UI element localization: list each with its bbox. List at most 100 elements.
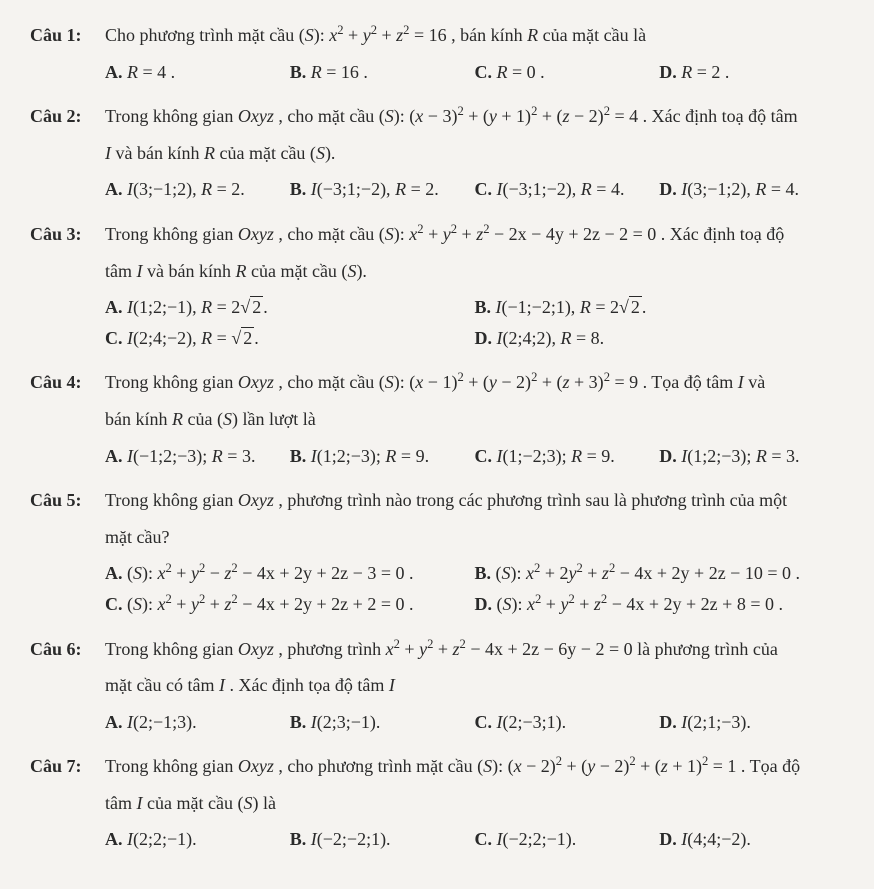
choice: C. R = 0 . xyxy=(475,57,660,88)
choice-text: R = 2 . xyxy=(681,62,729,82)
choice-label: C. xyxy=(475,712,497,732)
choices: A. (S): x2 + y2 − z2 − 4x + 2y + 2z − 3 … xyxy=(105,558,844,619)
question: Câu 4:Trong không gian Oxyz , cho mặt cầ… xyxy=(30,367,844,471)
question-header: Câu 2:Trong không gian Oxyz , cho mặt cầ… xyxy=(30,101,844,205)
choice: A. (S): x2 + y2 − z2 − 4x + 2y + 2z − 3 … xyxy=(105,558,475,589)
choice: C. I(−2;2;−1). xyxy=(475,824,660,855)
choices: A. I(−1;2;−3); R = 3.B. I(1;2;−3); R = 9… xyxy=(105,441,844,472)
question-header: Câu 1:Cho phương trình mặt cầu (S): x2 +… xyxy=(30,20,844,87)
choice-text: I(2;2;−1). xyxy=(127,829,197,849)
question-text-line: Trong không gian Oxyz , phương trình nào… xyxy=(105,485,844,516)
choice: D. (S): x2 + y2 + z2 − 4x + 2y + 2z + 8 … xyxy=(475,589,845,620)
choices: A. I(2;2;−1).B. I(−2;−2;1).C. I(−2;2;−1)… xyxy=(105,824,844,855)
question-label: Câu 5: xyxy=(30,485,105,516)
question: Câu 1:Cho phương trình mặt cầu (S): x2 +… xyxy=(30,20,844,87)
choice-text: I(1;2;−3); R = 9. xyxy=(311,446,429,466)
question: Câu 5:Trong không gian Oxyz , phương trì… xyxy=(30,485,844,619)
choices: A. I(1;2;−1), R = 22.B. I(−1;−2;1), R = … xyxy=(105,292,844,353)
choice-label: C. xyxy=(475,446,497,466)
choice-text: I(2;4;−2), R = 2. xyxy=(127,327,259,348)
question-body: Trong không gian Oxyz , cho mặt cầu (S):… xyxy=(105,101,844,205)
choice: C. (S): x2 + y2 + z2 − 4x + 2y + 2z + 2 … xyxy=(105,589,475,620)
choice: A. I(2;−1;3). xyxy=(105,707,290,738)
question-label: Câu 1: xyxy=(30,20,105,51)
choice-text: I(−1;−2;1), R = 22. xyxy=(496,296,647,317)
question-text-line: mặt cầu? xyxy=(105,522,844,553)
choice: D. I(2;4;2), R = 8. xyxy=(475,323,845,354)
choice: D. I(1;2;−3); R = 3. xyxy=(659,441,844,472)
choice-text: I(−2;2;−1). xyxy=(497,829,577,849)
choice-label: C. xyxy=(105,594,127,614)
choice-label: B. xyxy=(290,829,311,849)
question: Câu 3:Trong không gian Oxyz , cho mặt cầ… xyxy=(30,219,844,353)
choice: A. I(2;2;−1). xyxy=(105,824,290,855)
choice-label: B. xyxy=(290,446,311,466)
choice-text: I(1;2;−1), R = 22. xyxy=(127,296,268,317)
choice-label: A. xyxy=(105,563,127,583)
question-text-line: mặt cầu có tâm I . Xác định tọa độ tâm I xyxy=(105,670,844,701)
question-label: Câu 3: xyxy=(30,219,105,250)
question-header: Câu 5:Trong không gian Oxyz , phương trì… xyxy=(30,485,844,619)
question-text-line: Trong không gian Oxyz , phương trình x2 … xyxy=(105,634,844,665)
choice-text: I(2;−1;3). xyxy=(127,712,197,732)
question-text-line: bán kính R của (S) lần lượt là xyxy=(105,404,844,435)
question-header: Câu 4:Trong không gian Oxyz , cho mặt cầ… xyxy=(30,367,844,471)
question-text-line: Cho phương trình mặt cầu (S): x2 + y2 + … xyxy=(105,20,844,51)
choice-text: I(2;4;2), R = 8. xyxy=(497,328,605,348)
choice-text: I(2;3;−1). xyxy=(311,712,381,732)
choice-text: (S): x2 + y2 + z2 − 4x + 2y + 2z + 2 = 0… xyxy=(127,594,413,614)
choice-label: A. xyxy=(105,62,127,82)
question: Câu 2:Trong không gian Oxyz , cho mặt cầ… xyxy=(30,101,844,205)
question-body: Trong không gian Oxyz , phương trình nào… xyxy=(105,485,844,619)
question-body: Trong không gian Oxyz , cho mặt cầu (S):… xyxy=(105,219,844,353)
question-label: Câu 4: xyxy=(30,367,105,398)
question-header: Câu 3:Trong không gian Oxyz , cho mặt cầ… xyxy=(30,219,844,353)
question-header: Câu 7:Trong không gian Oxyz , cho phương… xyxy=(30,751,844,855)
choice-text: I(−3;1;−2), R = 2. xyxy=(311,179,439,199)
choice-text: (S): x2 + y2 + z2 − 4x + 2y + 2z + 8 = 0… xyxy=(497,594,783,614)
choice: B. I(2;3;−1). xyxy=(290,707,475,738)
choice-text: I(4;4;−2). xyxy=(681,829,751,849)
choice: A. I(−1;2;−3); R = 3. xyxy=(105,441,290,472)
question-body: Cho phương trình mặt cầu (S): x2 + y2 + … xyxy=(105,20,844,87)
choice-text: (S): x2 + y2 − z2 − 4x + 2y + 2z − 3 = 0… xyxy=(127,563,413,583)
question-text-line: I và bán kính R của mặt cầu (S). xyxy=(105,138,844,169)
choice: D. I(4;4;−2). xyxy=(659,824,844,855)
choice-text: R = 4 . xyxy=(127,62,175,82)
choice-text: I(−1;2;−3); R = 3. xyxy=(127,446,255,466)
choice: B. I(1;2;−3); R = 9. xyxy=(290,441,475,472)
choice: D. I(3;−1;2), R = 4. xyxy=(659,174,844,205)
choice-label: A. xyxy=(105,446,127,466)
choice-label: D. xyxy=(659,446,681,466)
choice-label: C. xyxy=(105,328,127,348)
choice-text: R = 0 . xyxy=(497,62,545,82)
choice: D. I(2;1;−3). xyxy=(659,707,844,738)
question-label: Câu 7: xyxy=(30,751,105,782)
choice: C. I(1;−2;3); R = 9. xyxy=(475,441,660,472)
choice-label: C. xyxy=(475,829,497,849)
choice: A. R = 4 . xyxy=(105,57,290,88)
choice: D. R = 2 . xyxy=(659,57,844,88)
question-label: Câu 6: xyxy=(30,634,105,665)
choice-text: I(1;−2;3); R = 9. xyxy=(497,446,615,466)
choice-label: A. xyxy=(105,297,127,317)
choice: A. I(3;−1;2), R = 2. xyxy=(105,174,290,205)
choice-text: (S): x2 + 2y2 + z2 − 4x + 2y + 2z − 10 =… xyxy=(496,563,800,583)
choice-label: A. xyxy=(105,829,127,849)
choice-text: I(−3;1;−2), R = 4. xyxy=(497,179,625,199)
choice: B. R = 16 . xyxy=(290,57,475,88)
choice: B. I(−3;1;−2), R = 2. xyxy=(290,174,475,205)
choice: B. I(−1;−2;1), R = 22. xyxy=(475,292,845,323)
choice-text: I(2;1;−3). xyxy=(681,712,751,732)
choice-label: B. xyxy=(475,563,496,583)
question-text-line: Trong không gian Oxyz , cho mặt cầu (S):… xyxy=(105,367,844,398)
choice-label: C. xyxy=(475,179,497,199)
choice-text: R = 16 . xyxy=(311,62,368,82)
choice: A. I(1;2;−1), R = 22. xyxy=(105,292,475,323)
choice-label: D. xyxy=(475,594,497,614)
choice-label: B. xyxy=(475,297,496,317)
choice-label: B. xyxy=(290,62,311,82)
choices: A. I(2;−1;3).B. I(2;3;−1).C. I(2;−3;1).D… xyxy=(105,707,844,738)
choice-label: A. xyxy=(105,712,127,732)
choice: C. I(2;−3;1). xyxy=(475,707,660,738)
